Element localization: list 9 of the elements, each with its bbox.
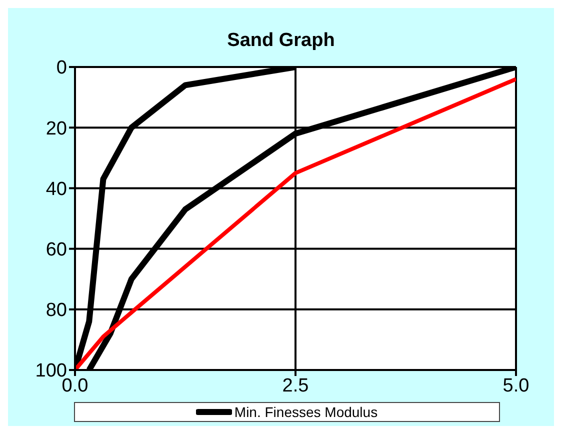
- x-tick-label: 5.0: [502, 375, 530, 396]
- y-tick-label: 60: [46, 240, 67, 261]
- y-tick-label: 0: [56, 58, 67, 79]
- legend-label: Min. Finesses Modulus: [234, 404, 378, 420]
- y-tick-label: 20: [46, 118, 67, 140]
- y-tick-label: 40: [46, 178, 67, 200]
- chart-title: Sand Graph: [226, 30, 336, 52]
- y-tick-label: 80: [46, 300, 67, 322]
- x-tick-label: 2.5: [282, 375, 309, 396]
